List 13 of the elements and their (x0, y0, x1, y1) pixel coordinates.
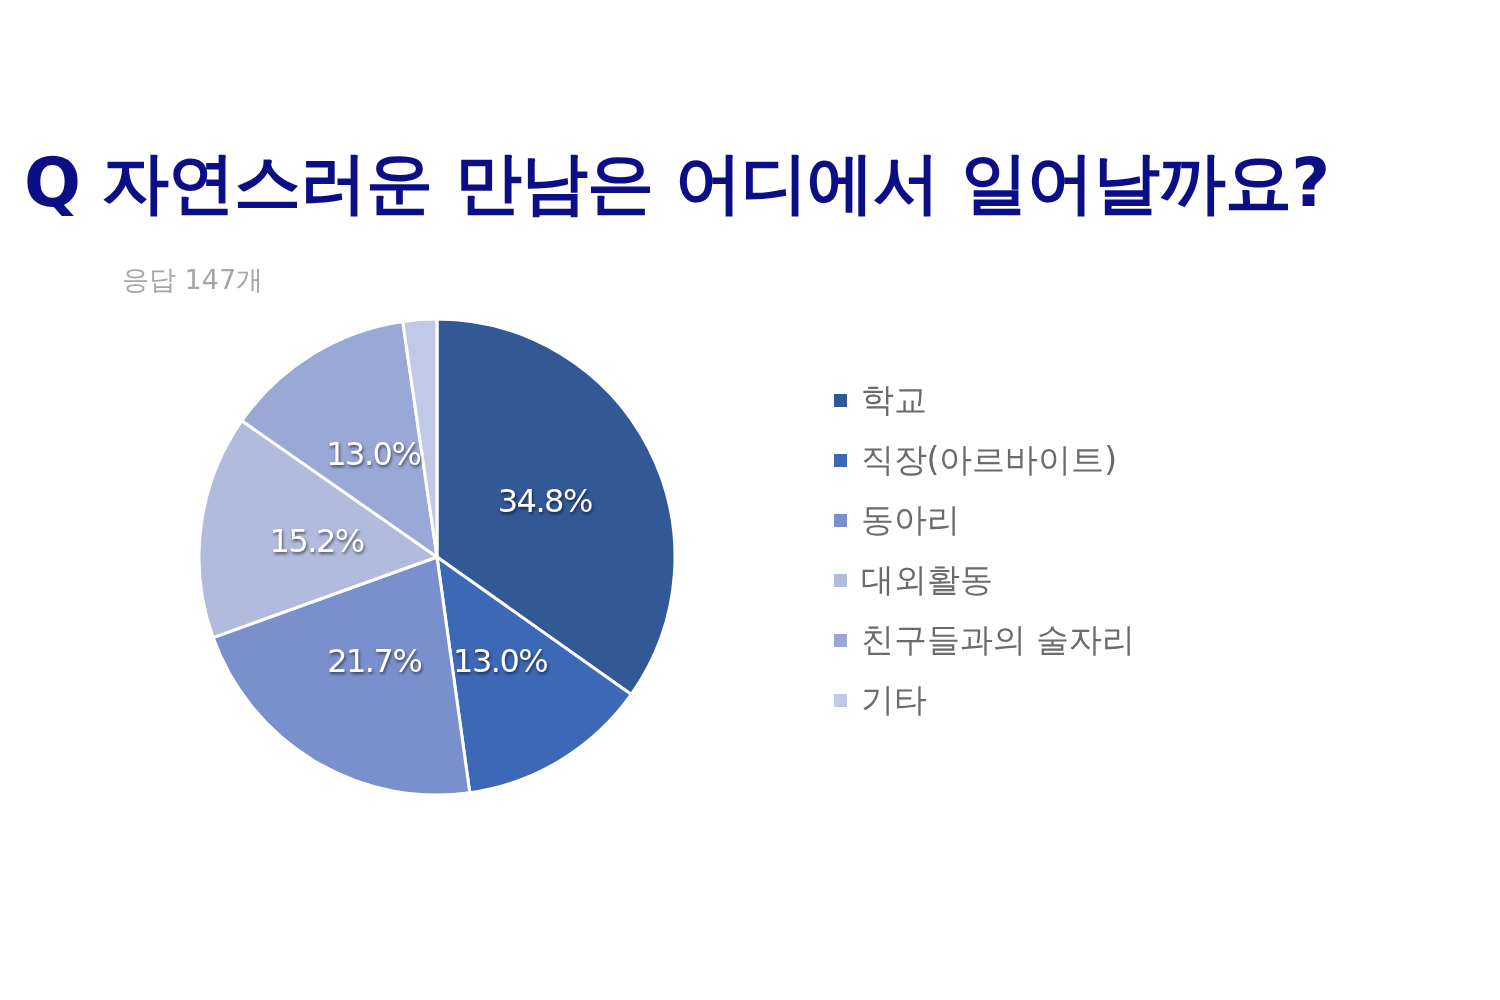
legend-label: 친구들과의 술자리 (860, 618, 1135, 661)
chart-title: Q 자연스러운 만남은 어디에서 일어날까요? (24, 143, 1330, 224)
data-label: 21.7% (327, 641, 422, 680)
legend-label: 기타 (860, 678, 927, 721)
legend-label: 동아리 (860, 498, 960, 541)
legend-label: 대외활동 (860, 558, 993, 601)
legend-label: 학교 (860, 378, 927, 421)
data-label: 13.0% (326, 434, 421, 473)
legend-label: 직장(아르바이트) (860, 438, 1118, 481)
data-label: 15.2% (269, 522, 364, 561)
data-label: 13.0% (453, 641, 548, 680)
data-label: 34.8% (497, 482, 592, 521)
chart-subtitle: 응답 147개 (122, 263, 264, 297)
